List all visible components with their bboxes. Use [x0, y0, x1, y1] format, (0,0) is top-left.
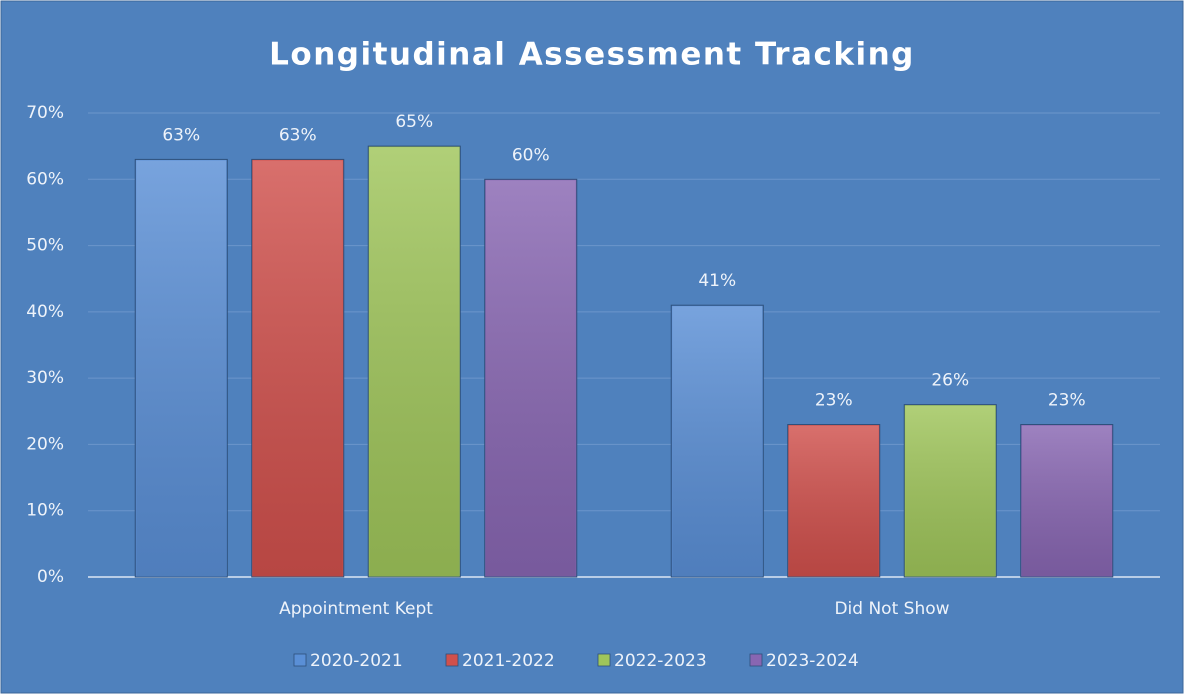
data-label: 23% — [815, 391, 853, 411]
y-tick-label: 50% — [26, 236, 64, 256]
legend-label: 2021-2022 — [462, 651, 555, 671]
legend-label: 2023-2024 — [766, 651, 859, 671]
legend-label: 2020-2021 — [310, 651, 403, 671]
bar-shade — [252, 160, 343, 576]
y-tick-label: 10% — [26, 501, 64, 521]
data-label: 26% — [931, 371, 969, 391]
y-tick-label: 30% — [26, 368, 64, 388]
bar-shade — [905, 405, 996, 576]
y-tick-label: 20% — [26, 434, 64, 454]
data-label: 60% — [512, 145, 550, 165]
bar-shade — [788, 425, 879, 576]
bar-shade — [485, 180, 576, 577]
y-tick-label: 0% — [37, 567, 64, 587]
bar-shade — [136, 160, 227, 576]
legend-label: 2022-2023 — [614, 651, 707, 671]
chart-title: Longitudinal Assessment Tracking — [269, 37, 915, 73]
legend-swatch — [749, 653, 763, 667]
legend-swatch — [293, 653, 307, 667]
x-tick-label: Did Not Show — [834, 599, 949, 619]
data-label: 63% — [279, 125, 317, 145]
bar-shade — [1021, 425, 1112, 576]
x-tick-label: Appointment Kept — [279, 599, 433, 619]
data-label: 23% — [1048, 391, 1086, 411]
bar-shade — [672, 306, 763, 576]
legend-swatch — [445, 653, 459, 667]
bar-shade — [369, 147, 460, 576]
legend-swatch — [597, 653, 611, 667]
data-label: 63% — [162, 125, 200, 145]
data-label: 41% — [698, 271, 736, 291]
y-tick-label: 40% — [26, 302, 64, 322]
data-label: 65% — [395, 112, 433, 132]
y-tick-label: 60% — [26, 169, 64, 189]
y-tick-label: 70% — [26, 103, 64, 123]
